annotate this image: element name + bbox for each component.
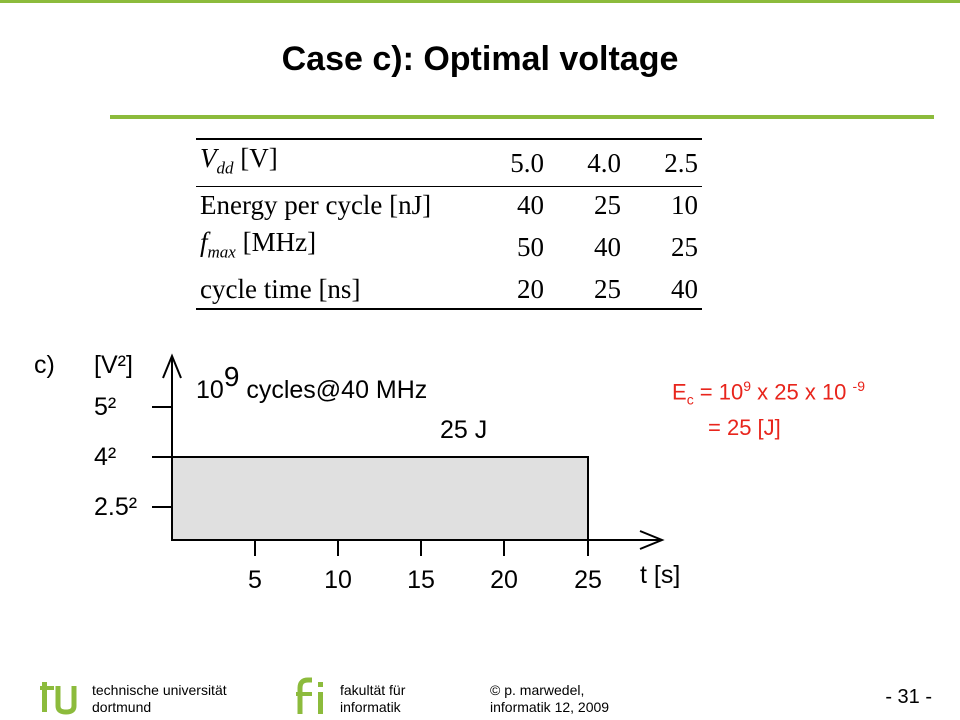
table-cell: 40 xyxy=(593,232,621,263)
y-axis-arrow xyxy=(162,353,182,379)
university-name: technische universität dortmund xyxy=(92,682,227,715)
table-cell: 10 xyxy=(671,190,698,221)
table-cell: 25 xyxy=(593,273,621,304)
table-cell: 2.5 xyxy=(624,139,702,188)
table-cell: 40 xyxy=(516,190,544,221)
copyright-symbol: © xyxy=(490,682,501,698)
faculty-name: fakultät für informatik xyxy=(340,682,406,715)
x-tick-label: 15 xyxy=(407,566,435,594)
y-axis-unit: [V²] xyxy=(94,351,133,379)
table-cell: 25 xyxy=(671,232,698,263)
voltage-table: Vdd [V] 5.0 4.0 2.5 Energy per cycle [nJ… xyxy=(196,138,702,310)
x-tick-label: 20 xyxy=(490,566,518,594)
page-number: - 31 - xyxy=(885,686,932,708)
fi-logo-icon xyxy=(296,677,323,714)
slide-title: Case c): Optimal voltage xyxy=(281,40,679,78)
tu-logo-icon xyxy=(40,682,77,715)
author-info: © p. marwedel, informatik 12, 2009 xyxy=(490,682,610,715)
energy-plot: c) [V²] 5² 4² 2.5² 5 10 15 20 25 t [s] 2… xyxy=(34,351,680,594)
table-header-label: Vdd [V] xyxy=(196,139,471,188)
energy-box xyxy=(171,456,589,541)
case-label: c) xyxy=(34,351,55,379)
formula-line-1: Ec = 109 x 25 x 10 -9 xyxy=(672,378,865,408)
table-row-label: fmax [MHz] xyxy=(200,227,317,262)
energy-formula: Ec = 109 x 25 x 10 -9 = 25 [J] xyxy=(672,372,865,442)
table-row: fmax [MHz] 50 40 25 xyxy=(196,224,702,270)
energy-label: 25 J xyxy=(440,416,487,444)
x-axis-unit: t [s] xyxy=(640,561,680,589)
y-tick-label: 2.5² xyxy=(94,493,137,521)
table-row-label: cycle time [ns] xyxy=(200,273,361,304)
table-row-label: Energy per cycle [nJ] xyxy=(200,190,432,221)
x-tick-label: 10 xyxy=(324,566,352,594)
footer: technische universität dortmund fakultät… xyxy=(0,672,960,720)
cycles-annotation: 109 cycles@40 MHz xyxy=(196,361,427,404)
table-cell: 50 xyxy=(516,232,544,263)
y-tick-label: 4² xyxy=(94,443,116,471)
x-tick-label: 25 xyxy=(574,566,602,594)
table-row: cycle time [ns] 20 25 40 xyxy=(196,271,702,309)
top-accent-line xyxy=(0,0,960,3)
x-tick-label: 5 xyxy=(248,566,262,594)
y-tick-label: 5² xyxy=(94,393,116,421)
table-cell: 4.0 xyxy=(547,139,625,188)
title-rule xyxy=(110,115,934,119)
table-row: Energy per cycle [nJ] 40 25 10 xyxy=(196,187,702,225)
table-cell: 25 xyxy=(593,190,621,221)
x-axis-arrow xyxy=(639,530,665,550)
table-header-row: Vdd [V] 5.0 4.0 2.5 xyxy=(196,139,702,188)
table-cell: 5.0 xyxy=(470,139,548,188)
formula-line-2: = 25 [J] xyxy=(708,414,781,440)
table-cell: 40 xyxy=(671,273,698,304)
table-cell: 20 xyxy=(516,273,544,304)
